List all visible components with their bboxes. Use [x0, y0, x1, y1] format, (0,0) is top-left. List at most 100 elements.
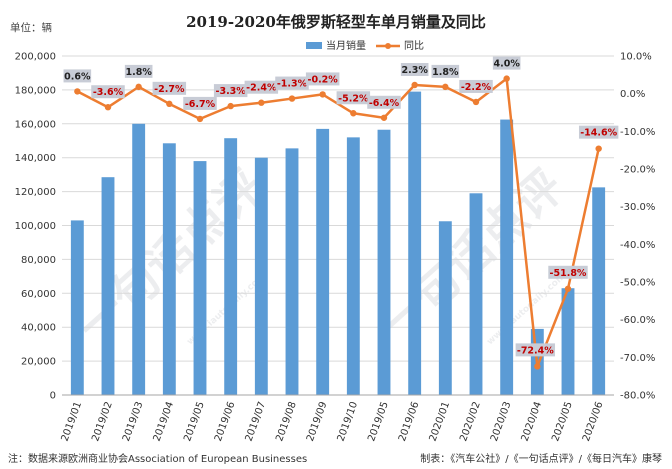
y-left-tick-label: 140,000: [15, 153, 56, 164]
data-label: -2.7%: [154, 84, 185, 95]
bar: [254, 157, 268, 395]
legend-bar-swatch: [306, 42, 322, 49]
bar: [346, 137, 360, 396]
legend: 当月销量 同比: [306, 39, 424, 52]
x-tick-label: 2019/03: [121, 400, 146, 443]
bar: [592, 187, 606, 395]
line-point: [442, 83, 449, 91]
data-label: -1.3%: [277, 79, 308, 90]
line-point: [258, 99, 265, 106]
data-label-bg: [459, 79, 493, 93]
line-point: [350, 110, 357, 117]
data-label: 0.6%: [64, 71, 91, 82]
line-point: [319, 91, 326, 98]
y-right-tick-label: -70.0%: [620, 353, 655, 364]
data-label-bg: [213, 84, 248, 98]
x-tick-label: 2020/03: [489, 400, 514, 443]
data-label: -14.6%: [580, 128, 617, 139]
x-tick-label: 2019/10: [336, 400, 361, 443]
bar: [316, 128, 330, 395]
y-right-tick-label: -10.0%: [620, 127, 655, 138]
line-point: [472, 98, 480, 106]
legend-bar-label: 当月销量: [326, 39, 366, 52]
bar: [162, 143, 176, 395]
data-label-bg: [152, 81, 187, 95]
x-tick-label: 2019/05: [182, 400, 207, 443]
data-label-bg: [244, 80, 279, 94]
bar: [70, 220, 84, 395]
line-series: [74, 75, 602, 370]
data-label-bg: [492, 56, 521, 70]
y-axis-left: 0 20,000 40,000 60,000 80,000 100,000 120,000 1…: [15, 52, 56, 402]
data-label: -0.2%: [308, 74, 339, 85]
data-label-bg: [400, 63, 429, 77]
data-label-bg: [515, 343, 556, 357]
bar: [561, 288, 575, 395]
x-tick-label: 2019/06: [397, 400, 422, 443]
line-point: [503, 75, 510, 82]
y-right-tick-label: 10.0%: [620, 52, 652, 63]
y-left-tick-label: 0: [50, 391, 56, 402]
bar: [469, 193, 483, 395]
data-label: -3.3%: [216, 86, 247, 97]
x-tick-label: 2019/06: [213, 400, 238, 443]
y-right-tick-label: -30.0%: [620, 202, 655, 213]
line-point: [288, 95, 296, 102]
line-point: [227, 102, 234, 110]
data-label: -6.7%: [185, 99, 216, 110]
watermark-url-right: www.iautodaily.com: [485, 272, 567, 348]
data-label: -2.4%: [246, 83, 277, 94]
data-label-bg: [183, 96, 217, 110]
data-label-bg: [367, 95, 401, 109]
data-label-bg: [91, 85, 125, 99]
bar: [500, 119, 514, 395]
y-right-tick-label: -60.0%: [620, 315, 655, 326]
x-tick-label: 2020/02: [458, 400, 483, 443]
data-label: -51.8%: [550, 268, 587, 279]
x-tick-label: 2019/04: [152, 400, 177, 443]
line-point: [411, 81, 418, 89]
data-label: 2.3%: [401, 65, 428, 76]
y-right-tick-label: -20.0%: [620, 165, 655, 176]
y-left-tick-label: 20,000: [21, 357, 56, 368]
x-tick-label: 2019/02: [90, 400, 115, 443]
legend-line-label: 同比: [404, 40, 424, 52]
line-point: [380, 114, 388, 121]
x-tick-label: 2020/04: [520, 400, 545, 443]
bar: [377, 129, 391, 396]
x-tick-label: 2019/08: [274, 400, 299, 443]
line-point: [166, 100, 173, 108]
data-label-bg: [275, 76, 309, 90]
data-label: -5.2%: [338, 93, 369, 104]
y-right-tick-label: -50.0%: [620, 278, 655, 289]
footer-credit: 制表：《汽车公社》/《一句话点评》/《每日汽车》康琴: [420, 452, 662, 465]
bar: [438, 221, 452, 395]
bar: [132, 123, 146, 396]
x-tick-label: 2019/01: [60, 400, 85, 443]
x-axis: 2019/01 2019/02 2019/03 2019/04 2019/05 2019/…: [60, 394, 614, 443]
data-label: 1.8%: [125, 67, 152, 78]
bar: [408, 91, 422, 395]
bar: [101, 177, 115, 395]
y-left-tick-label: 120,000: [15, 187, 56, 198]
data-label-bg: [305, 72, 340, 86]
data-label-bg: [63, 69, 92, 83]
line-point: [135, 83, 142, 91]
legend-line-marker: [385, 43, 391, 49]
y-left-tick-label: 60,000: [21, 289, 56, 300]
data-label-bg: [124, 64, 153, 78]
x-tick-label: 2020/05: [550, 400, 575, 443]
bar-series: [70, 91, 606, 396]
data-label-bg: [336, 91, 371, 105]
data-label: -2.2%: [461, 82, 492, 93]
y-left-tick-label: 200,000: [15, 52, 56, 63]
line-point: [196, 115, 204, 123]
y-right-tick-label: -80.0%: [620, 391, 655, 402]
x-tick-label: 2019/05: [366, 400, 391, 443]
y-axis-right: -80.0% -70.0% -60.0% -50.0% -40.0% -30.0% -20.…: [620, 52, 655, 402]
data-label: 1.8%: [432, 67, 459, 78]
y-left-tick-label: 40,000: [21, 323, 56, 334]
line-point: [534, 363, 541, 370]
